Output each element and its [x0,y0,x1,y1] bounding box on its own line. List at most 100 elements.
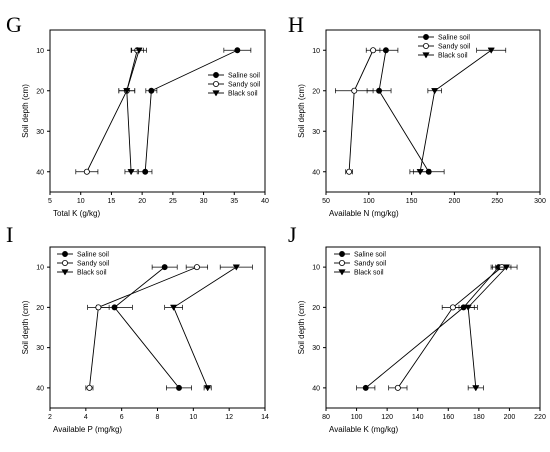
series-black-soil [458,264,518,392]
series-sandy-soil [85,264,209,391]
legend-marker [422,43,429,50]
legend-marker [62,259,69,266]
x-tick-label: 12 [225,414,233,421]
series-line [467,266,507,388]
x-tick-label: 4 [84,414,88,421]
data-point [416,169,424,176]
panel-H: H 50 100 150 200 250 300 10 20 30 40 Available N (m… [288,12,546,218]
y-tick-label: 20 [36,305,44,312]
y-tick-label: 30 [312,129,320,136]
x-tick-label: 6 [120,414,124,421]
legend-marker [423,34,429,40]
data-point [95,304,102,311]
panel-letter: H [288,12,304,37]
series-black-soil [409,47,507,176]
data-point [142,168,149,175]
x-axis-title: Total K (g/kg) [53,209,100,218]
plot-frame [325,29,541,193]
y-axis-title: Soil depth (cm) [297,84,306,138]
series-sandy-soil [75,47,144,175]
legend-label: Saline soil [77,252,109,259]
y-axis-title: Soil depth (cm) [21,300,30,354]
legend-marker [62,251,68,257]
x-tick-label: 140 [412,414,424,421]
series-line [113,266,180,389]
x-tick-label: 15 [108,198,116,205]
x-tick-label: 300 [534,198,546,205]
legend: Saline soil Sandy soil Black soil [208,72,261,98]
y-axis-title: Soil depth (cm) [21,84,30,138]
legend-label: Saline soil [354,252,386,259]
x-tick-label: 250 [491,198,503,205]
x-tick-label: 50 [322,198,330,205]
y-tick-label: 40 [312,385,320,392]
y-tick-label: 30 [36,345,44,352]
x-tick-label: 220 [534,414,546,421]
legend-marker [212,81,219,88]
plot-frame [49,29,266,193]
x-tick-label: 120 [381,414,393,421]
series-saline-soil [96,264,192,391]
legend-marker [422,52,430,59]
series-line [348,50,374,172]
data-point [176,384,182,391]
y-tick-label: 20 [36,88,44,95]
y-axis-title: Soil depth (cm) [297,300,306,354]
panel-J: J 80 100 120 140 160 180 200 220 10 20 30 40 Availabl… [288,222,546,434]
data-point [193,264,200,271]
x-tick-label: 150 [406,198,418,205]
data-point [232,264,240,271]
legend: Saline soil Sandy soil Black soil [334,251,387,277]
data-point [135,47,143,54]
y-tick-label: 10 [312,48,320,55]
x-axis-title: Available P (mg/kg) [53,425,122,434]
y-tick-label: 30 [36,129,44,136]
data-point [351,87,358,94]
data-point [502,264,511,271]
data-point [169,304,178,311]
x-tick-label: 10 [77,198,85,205]
series-sandy-soil [335,47,381,175]
y-tick-label: 20 [312,305,320,312]
data-point [370,47,377,54]
x-tick-label: 5 [48,198,52,205]
legend-label: Sandy soil [438,44,471,51]
plot-frame [325,246,541,409]
y-tick-label: 10 [36,265,44,272]
legend-label: Sandy soil [77,261,110,268]
series-saline-soil [366,47,445,175]
x-tick-label: 14 [261,414,269,421]
legend: Saline soil Sandy soil Black soil [418,34,471,60]
panel-letter: J [288,222,297,247]
y-tick-label: 40 [36,385,44,392]
series-black-soil [118,47,147,176]
legend-label: Saline soil [438,35,470,42]
legend-label: Saline soil [228,73,260,80]
x-tick-label: 200 [504,414,516,421]
data-point [204,385,212,392]
series-line [173,266,237,389]
data-point [394,384,401,391]
legend-label: Black soil [228,91,258,98]
y-tick-label: 30 [312,345,320,352]
data-point [472,385,480,392]
legend-marker [61,269,69,276]
data-point [111,304,118,311]
series-line [88,266,198,388]
data-point [148,87,155,94]
x-tick-label: 180 [473,414,485,421]
y-tick-label: 20 [312,88,320,95]
data-point [86,384,93,391]
x-tick-label: 25 [169,198,177,205]
x-tick-label: 160 [442,414,454,421]
data-point [127,169,135,176]
legend-label: Sandy soil [228,82,261,89]
data-point [487,47,495,54]
legend-label: Black soil [77,270,107,277]
x-tick-label: 80 [322,414,330,421]
panel-G: G 5 10 15 20 25 30 35 40 10 20 30 40 Total K (g/kg) So… [6,12,269,218]
legend-marker [339,251,345,257]
x-tick-label: 35 [230,198,238,205]
series-line [397,266,503,389]
